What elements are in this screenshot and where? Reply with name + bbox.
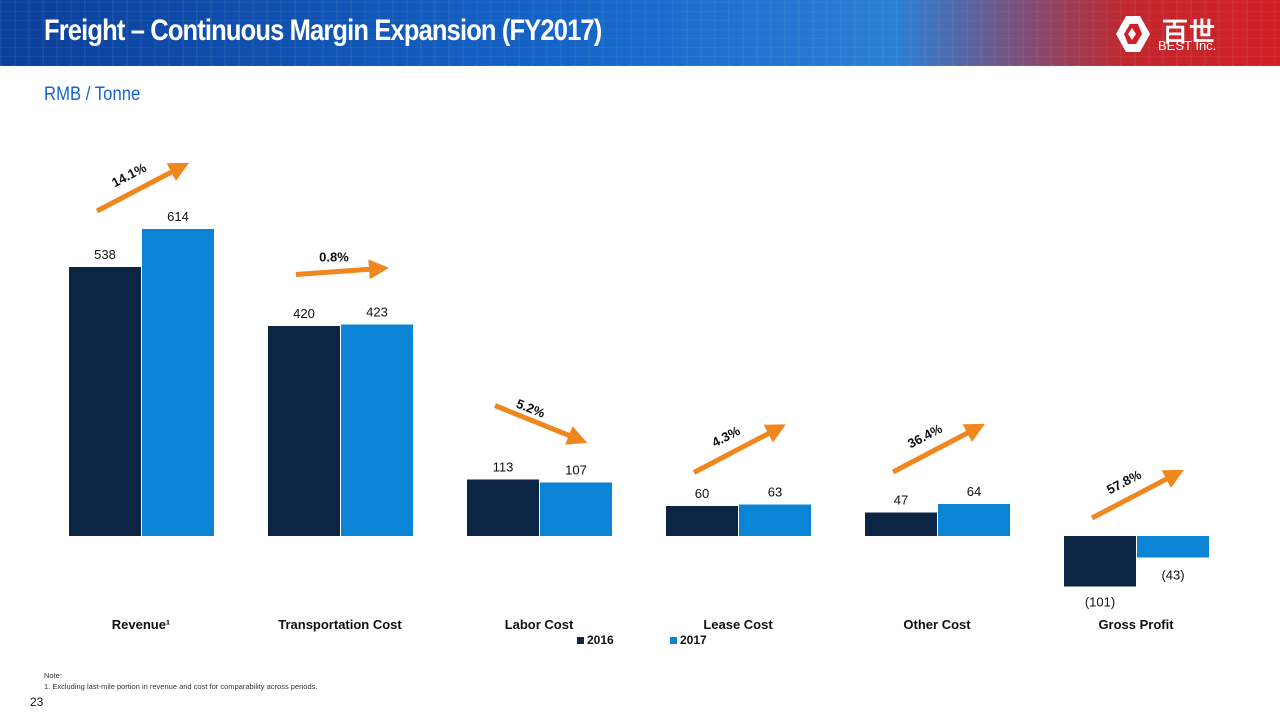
category-label-2: Transportation Cost — [278, 617, 402, 632]
data-label-2017-5: 64 — [967, 484, 981, 499]
page-title: Freight – Continuous Margin Expansion (F… — [44, 14, 602, 47]
unit-label: RMB / Tonne — [44, 84, 141, 105]
bar-2017-6 — [1137, 536, 1209, 558]
bar-2017-1 — [142, 229, 214, 536]
bar-2017-2 — [341, 324, 413, 536]
logo-mark-icon — [1116, 16, 1150, 52]
bar-2017-4 — [739, 504, 811, 536]
change-arrow-1 — [95, 162, 189, 214]
logo-english-text: BEST Inc. — [1158, 38, 1217, 53]
category-label-1: Revenue¹ — [112, 617, 171, 632]
footnote: Note: 1. Excluding last-mile portion in … — [44, 670, 317, 692]
footnote-text: 1. Excluding last-mile portion in revenu… — [44, 682, 318, 691]
data-label-2017-4: 63 — [768, 485, 782, 500]
logo-chinese-text: 百世 — [1162, 18, 1217, 48]
data-label-2016-2: 420 — [293, 306, 315, 321]
bar-2016-5 — [865, 512, 937, 536]
data-label-2017-6: (43) — [1161, 568, 1184, 583]
legend-swatch-2016 — [577, 637, 584, 644]
data-label-2016-4: 60 — [695, 486, 709, 501]
change-arrow-2 — [295, 259, 389, 280]
best-logo: 百世 BEST Inc. — [1110, 12, 1240, 56]
header-pattern — [0, 0, 1280, 66]
bar-2016-6 — [1064, 536, 1136, 587]
data-label-2017-3: 107 — [565, 463, 587, 478]
legend-swatch-2017 — [670, 637, 677, 644]
change-arrow-3 — [494, 403, 588, 445]
category-label-3: Labor Cost — [505, 617, 574, 632]
bar-2016-3 — [467, 479, 539, 536]
legend-label-2016: 2016 — [587, 633, 614, 647]
bar-2017-3 — [540, 482, 612, 536]
category-label-6: Gross Profit — [1098, 617, 1174, 632]
legend-label-2017: 2017 — [680, 633, 707, 647]
data-label-2016-3: 113 — [493, 460, 514, 475]
change-arrow-4 — [692, 424, 786, 475]
data-label-2016-5: 47 — [894, 493, 908, 508]
bar-2016-1 — [69, 267, 141, 536]
category-label-5: Other Cost — [903, 617, 971, 632]
bar-2016-4 — [666, 506, 738, 536]
change-label-4: 4.3% — [709, 423, 743, 450]
bar-2017-5 — [938, 504, 1010, 536]
change-arrow-5 — [891, 423, 985, 475]
category-label-4: Lease Cost — [703, 617, 773, 632]
data-label-2017-2: 423 — [366, 305, 388, 320]
data-label-2016-6: (101) — [1085, 595, 1115, 610]
bar-2016-2 — [268, 326, 340, 536]
header-banner: Freight – Continuous Margin Expansion (F… — [0, 0, 1280, 66]
data-label-2017-1: 614 — [167, 209, 189, 224]
change-label-2: 0.8% — [319, 250, 349, 265]
change-arrow-6 — [1090, 469, 1184, 521]
footnote-heading: Note: — [44, 671, 62, 680]
data-label-2016-1: 538 — [94, 247, 116, 262]
page-number: 23 — [30, 695, 44, 709]
